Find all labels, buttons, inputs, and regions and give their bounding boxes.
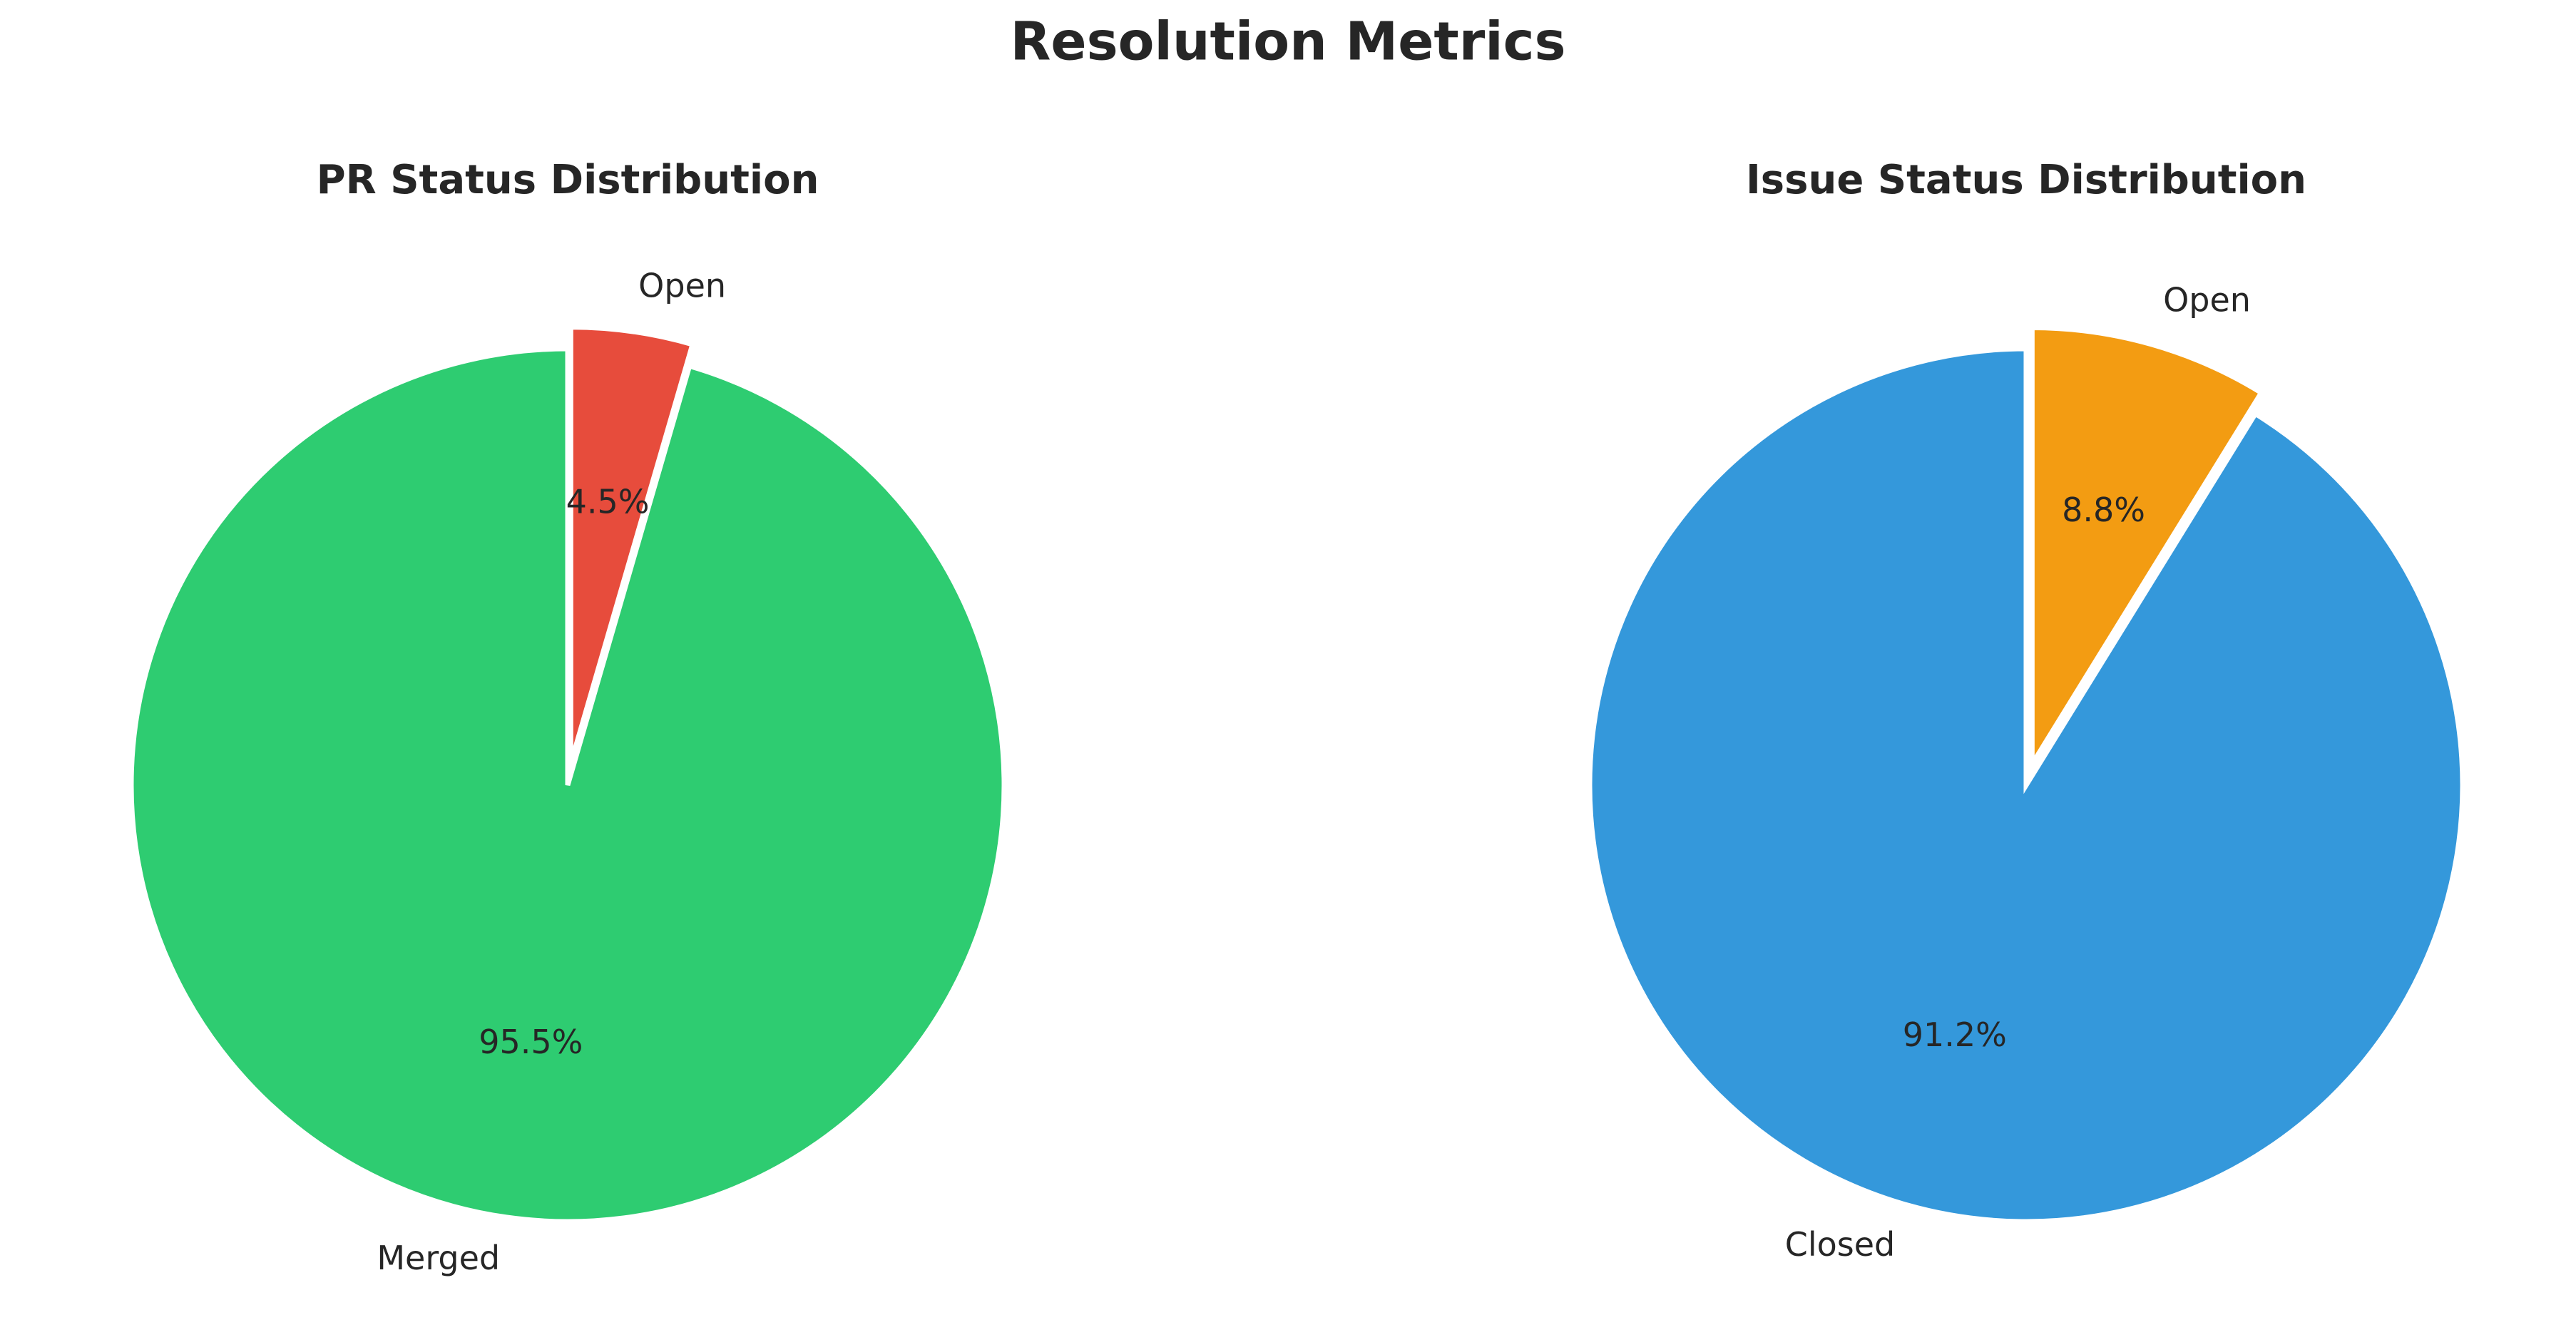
percent-label: 95.5% bbox=[479, 1023, 583, 1061]
slice-label: Open bbox=[2163, 280, 2251, 319]
percent-label: 91.2% bbox=[1903, 1015, 2007, 1054]
figure-title: Resolution Metrics bbox=[1010, 11, 1565, 73]
subplot-title: PR Status Distribution bbox=[317, 157, 819, 203]
pie-slice bbox=[1587, 346, 2465, 1224]
slice-label: Open bbox=[638, 267, 726, 305]
subplot-title: Issue Status Distribution bbox=[1746, 157, 2306, 203]
pie-slice bbox=[2029, 325, 2265, 773]
slice-label: Merged bbox=[377, 1239, 500, 1277]
percent-label: 4.5% bbox=[566, 483, 650, 521]
percent-label: 8.8% bbox=[2062, 491, 2145, 529]
pie-slice bbox=[568, 324, 696, 764]
pie-slice bbox=[128, 346, 1007, 1224]
slice-label: Closed bbox=[1785, 1225, 1896, 1264]
